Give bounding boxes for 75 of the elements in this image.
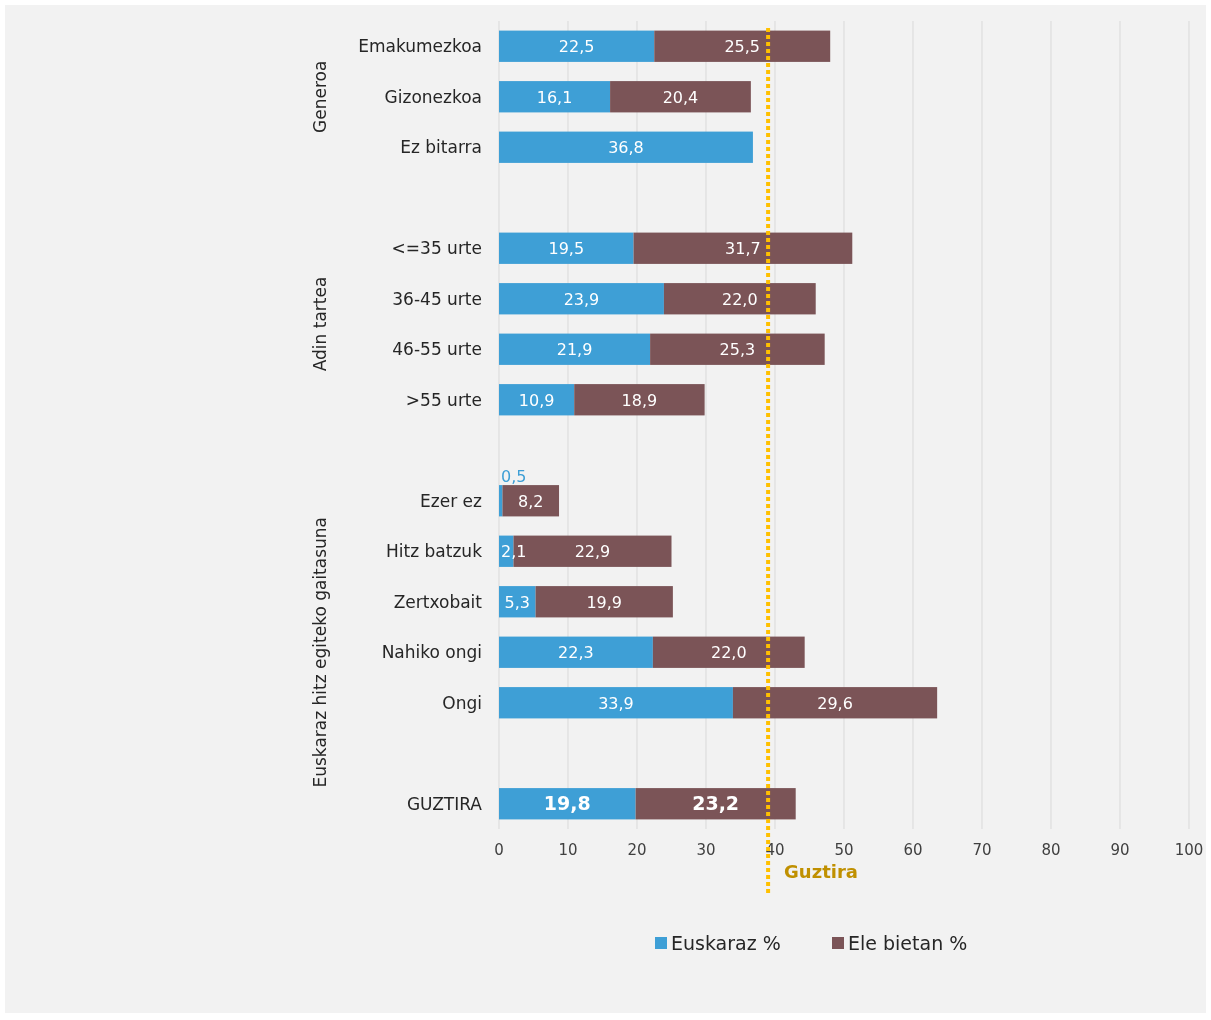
bar [499, 283, 664, 315]
data-label: 8,2 [518, 491, 544, 511]
y-tick-label: >55 urte [405, 389, 482, 410]
legend-label: Ele bietan % [848, 932, 968, 954]
x-tick-label: 100 [1174, 841, 1204, 859]
data-label: 10,9 [518, 390, 555, 410]
bar [499, 232, 634, 264]
y-tick-label: Nahiko ongi [381, 642, 482, 663]
ref-line-label: Guztira [784, 861, 858, 882]
data-label: 0,5 [501, 467, 527, 487]
data-label: 18,9 [621, 390, 658, 410]
bar [654, 30, 831, 62]
x-tick-label: 30 [696, 841, 716, 859]
data-label: 25,5 [724, 37, 761, 57]
data-label: 22,0 [710, 643, 747, 663]
text: Generoa [310, 60, 330, 133]
data-label: 33,9 [598, 693, 634, 713]
data-label: 16,1 [536, 87, 573, 107]
bar [499, 636, 653, 668]
x-tick-label: 60 [903, 841, 923, 859]
text: Adin tartea [310, 276, 330, 372]
y-tick-label: Gizonezkoa [384, 86, 482, 107]
bar [663, 283, 816, 315]
y-tick-label: Emakumezkoa [358, 36, 482, 57]
y-tick-label: Ongi [442, 692, 482, 713]
x-tick-label: 10 [558, 841, 578, 859]
data-label: 23,9 [563, 289, 600, 309]
y-tick-label: 36-45 urte [392, 288, 482, 309]
bar [535, 586, 673, 618]
data-label: 19,5 [548, 239, 585, 259]
bar [499, 81, 611, 113]
data-label: 31,7 [725, 239, 761, 259]
x-tick-label: 80 [1041, 841, 1061, 859]
bar [499, 333, 651, 365]
bar [499, 687, 733, 719]
data-label: 22,3 [558, 643, 594, 663]
bar [650, 333, 825, 365]
x-tick-label: 90 [1110, 841, 1130, 859]
data-label: 22,5 [558, 37, 595, 57]
data-label: 22,0 [722, 289, 758, 309]
y-tick-label: GUZTIRA [406, 793, 483, 814]
data-label: 5,3 [504, 592, 531, 612]
bar [732, 687, 938, 719]
bar [499, 30, 655, 62]
data-label: 36,8 [608, 138, 644, 158]
data-label: 25,3 [719, 340, 756, 360]
bar [499, 384, 575, 416]
bar [502, 485, 560, 517]
bar [499, 788, 636, 820]
y-tick-label: <=35 urte [391, 238, 482, 259]
x-tick-label: 0 [494, 841, 504, 859]
x-tick-label: 70 [972, 841, 992, 859]
y-tick-label: 46-55 urte [392, 339, 482, 360]
bar [635, 788, 796, 820]
data-label: 29,6 [817, 693, 853, 713]
y-tick-label: Ez bitarra [400, 137, 482, 158]
y-tick-label: Zertxobait [393, 591, 483, 612]
data-label: 19,8 [543, 791, 591, 814]
bar [610, 81, 751, 113]
y-tick-label: Hitz batzuk [386, 541, 483, 562]
bar [652, 636, 805, 668]
bar [574, 384, 705, 416]
text: Euskaraz hitz egiteko gaitasuna [310, 516, 330, 788]
data-label: 21,9 [556, 340, 593, 360]
x-tick-label: 50 [834, 841, 854, 859]
data-label: 22,9 [574, 542, 611, 562]
bar [499, 131, 753, 163]
data-label: 23,2 [692, 791, 740, 814]
data-label: 19,9 [586, 592, 623, 612]
legend-label: Euskaraz % [671, 932, 781, 954]
data-label: 2,1 [501, 542, 527, 562]
bar [633, 232, 853, 264]
data-label: 20,4 [662, 87, 699, 107]
x-tick-label: 20 [627, 841, 647, 859]
y-tick-label: Ezer ez [420, 490, 483, 511]
